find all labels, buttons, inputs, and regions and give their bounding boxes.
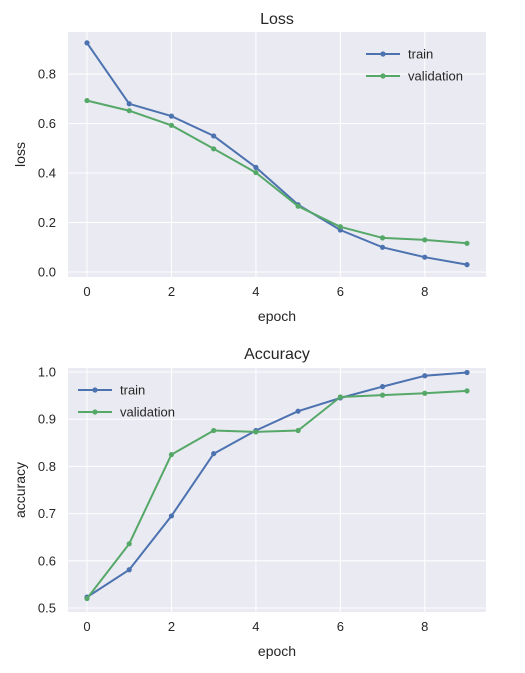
data-point [126, 567, 132, 573]
series-line-validation [86, 389, 468, 600]
y-tick-label: 1.0 [38, 365, 56, 380]
data-point [211, 427, 217, 434]
y-tick-label: 0.4 [38, 166, 56, 181]
y-tick-label: 0.8 [38, 459, 56, 474]
plot-area [68, 32, 486, 277]
chart-title: Loss [260, 11, 294, 28]
data-point [464, 240, 470, 246]
y-tick-label: 0.6 [38, 553, 56, 568]
y-tick-label: 0.8 [38, 67, 56, 82]
data-point [84, 97, 90, 104]
legend-marker-train [92, 387, 98, 393]
series-line-train [86, 371, 468, 598]
data-point [168, 513, 175, 519]
data-point [84, 595, 90, 602]
data-point [295, 427, 301, 434]
data-point [464, 388, 470, 394]
data-point [295, 203, 301, 209]
chart-title: Accuracy [244, 346, 310, 363]
y-tick-label: 0.6 [38, 116, 56, 131]
series-validation [84, 388, 470, 602]
data-point [422, 254, 428, 260]
legend-label-train: train [120, 383, 145, 398]
y-tick-label: 0.5 [38, 600, 56, 615]
data-point [211, 133, 217, 139]
x-tick-label: 0 [83, 619, 90, 634]
y-tick-label: 0.9 [38, 412, 56, 427]
plot-area [68, 368, 486, 612]
x-tick-label: 4 [252, 284, 259, 299]
data-point [379, 235, 386, 241]
legend: train validation [366, 47, 463, 84]
loss-chart: 0 2 4 6 8 0.0 0.2 0.4 0.6 0.8 Loss epoch loss train va… [12, 11, 486, 324]
data-point [253, 429, 259, 435]
x-axis-label: epoch [258, 643, 296, 659]
x-tick-label: 0 [83, 284, 90, 299]
legend-marker-validation [92, 409, 98, 415]
x-tick-label: 2 [168, 619, 175, 634]
data-point [422, 237, 428, 243]
data-point [379, 244, 386, 250]
x-axis-label: epoch [258, 308, 296, 324]
data-point [126, 108, 132, 114]
x-tick-label: 2 [168, 284, 175, 299]
data-point [126, 541, 132, 547]
y-tick-label: 0.0 [38, 265, 56, 280]
legend-label-validation: validation [408, 69, 463, 84]
data-point [211, 146, 217, 152]
y-axis-label: loss [12, 142, 28, 167]
legend: train validation [78, 383, 175, 420]
data-point [168, 122, 175, 128]
data-point [379, 384, 386, 390]
legend-label-validation: validation [120, 405, 175, 420]
y-axis-label: accuracy [12, 462, 28, 518]
data-point [168, 113, 175, 119]
data-point [211, 451, 217, 457]
data-point [84, 40, 90, 46]
data-point [253, 169, 259, 176]
y-tick-label: 0.2 [38, 215, 56, 230]
series-line-validation [86, 99, 468, 245]
data-point [379, 392, 386, 398]
data-point [422, 390, 428, 396]
accuracy-chart: 0 2 4 6 8 0.5 0.6 0.7 0.8 0.9 1.0 Accuracy epoch accu… [12, 346, 486, 659]
legend-label-train: train [408, 47, 433, 62]
legend-marker-validation [380, 73, 386, 79]
x-tick-label: 6 [337, 284, 344, 299]
x-tick-label: 6 [337, 619, 344, 634]
data-point [126, 101, 132, 107]
x-tick-label: 8 [421, 619, 428, 634]
x-tick-label: 4 [252, 619, 259, 634]
data-point [337, 224, 343, 230]
series-validation [84, 97, 470, 246]
data-point [253, 164, 259, 170]
series-line-train [86, 42, 468, 266]
x-tick-label: 8 [421, 284, 428, 299]
data-point [464, 262, 470, 268]
data-point [337, 394, 343, 400]
data-point [422, 373, 428, 379]
data-point [464, 369, 470, 376]
data-point [295, 408, 301, 414]
legend-marker-train [380, 51, 386, 57]
y-tick-label: 0.7 [38, 506, 56, 521]
data-point [168, 452, 175, 458]
